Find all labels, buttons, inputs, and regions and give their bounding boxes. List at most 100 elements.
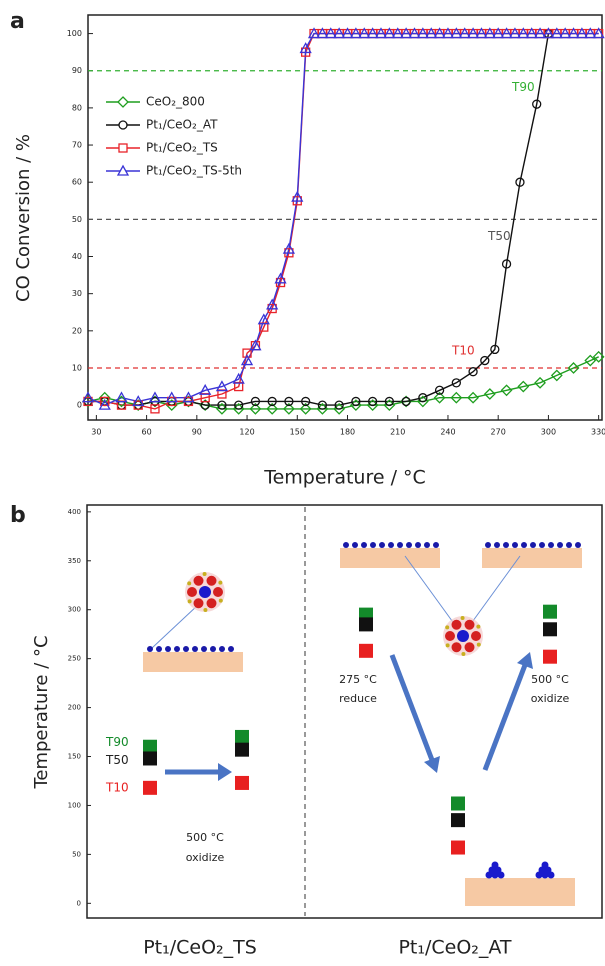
series-label: T90 [105,735,129,749]
marker [584,354,597,367]
atom [460,616,465,621]
atom [187,599,192,604]
y-tick-label: 40 [72,252,82,261]
x-tick-label: 210 [390,428,405,437]
atom [183,646,189,652]
marker [408,27,421,39]
group-label: Pt₁/CeO₂_AT [398,937,511,959]
x-tick-label: 90 [192,428,202,437]
y-tick-label: 150 [68,753,81,761]
marker [182,391,195,403]
y-tick-label: 50 [72,850,81,858]
legend-label: CeO₂_800 [146,95,205,109]
reference-label: T10 [451,343,475,357]
atom [147,646,153,652]
temperature-marker [543,649,557,664]
marker [274,272,287,284]
y-tick-label: 0 [77,401,82,410]
atom [445,643,450,648]
arrow [482,664,528,771]
marker [501,259,512,269]
atom [491,861,499,869]
marker [500,384,513,397]
atom [512,542,518,548]
x-tick-label: 300 [541,428,556,437]
marker [217,400,227,410]
marker [257,313,270,325]
plot-frame [87,14,603,421]
marker [341,27,354,39]
marker [451,378,461,388]
y-tick-label: 50 [72,215,82,224]
illustration [143,548,582,906]
annotation: oxidize [186,851,225,864]
annotation: reduce [339,692,377,705]
marker [316,27,329,39]
group-label: Pt₁/CeO₂_TS [143,937,257,959]
temperature-marker [143,751,157,766]
reference-label: T90 [511,80,535,94]
marker [282,242,296,254]
atom [445,625,450,630]
y-tick-label: 100 [68,801,81,809]
marker [458,27,471,39]
y-tick-label: 250 [68,655,81,663]
marker [401,396,411,407]
atom [361,542,367,548]
y-tick-label: 350 [68,557,81,565]
panel-label: a [10,9,25,34]
atom [343,542,349,548]
connector [469,555,521,626]
atom [193,575,204,586]
x-tick-label: 240 [440,428,455,437]
atom [218,580,223,585]
marker [284,396,294,407]
marker [165,391,178,403]
marker [483,388,496,400]
atom [541,861,549,869]
y-tick-label: 80 [72,103,82,112]
annotation: oxidize [531,692,570,705]
marker [592,350,605,363]
marker [266,298,279,310]
marker [324,27,337,39]
atom [424,542,430,548]
atom [539,542,545,548]
marker [475,27,488,39]
marker [333,27,346,39]
temperature-marker [543,622,557,637]
atom [174,646,180,652]
temperature-marker [143,739,157,754]
marker [534,376,546,389]
legend-label: Pt₁/CeO₂_AT [146,118,218,132]
legend-label: Pt₁/CeO₂_TS [146,141,218,155]
atom [219,646,225,652]
y-tick-label: 70 [72,141,82,150]
marker [366,27,379,39]
marker [282,402,295,415]
atom [199,586,211,598]
arrow-head [218,763,232,781]
marker [515,177,525,187]
atom [451,642,462,653]
marker [234,400,244,410]
atom [557,542,563,548]
atom [464,642,475,653]
atom [187,587,197,597]
marker [118,143,128,153]
x-tick-label: 150 [290,428,305,437]
marker [240,354,254,366]
atom [397,542,403,548]
marker [584,27,597,39]
annotation: 500 °C [531,673,569,686]
marker [299,42,312,54]
marker [132,395,145,407]
marker [425,27,438,39]
atom [566,542,572,548]
atom [210,646,216,652]
marker [242,348,252,358]
marker [418,393,428,403]
marker [575,27,589,39]
y-tick-label: 200 [68,704,81,712]
marker [232,372,245,384]
